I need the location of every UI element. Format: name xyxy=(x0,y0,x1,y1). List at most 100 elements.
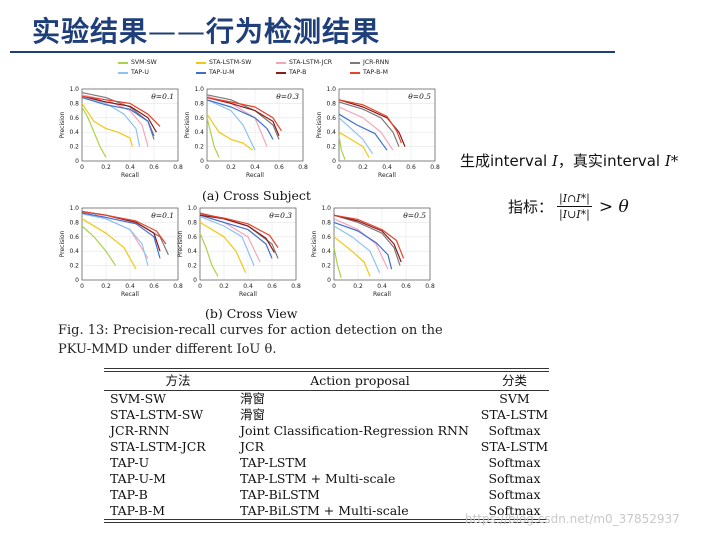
x-tick-label: 0 xyxy=(205,164,209,171)
y-tick-label: 0.8 xyxy=(194,100,204,107)
y-tick-label: 0.6 xyxy=(69,234,79,241)
table-row: TAP-U-M TAP-LSTM + Multi-scale Softmax xyxy=(104,471,549,487)
x-tick-label: 0.8 xyxy=(430,164,440,171)
series-line-tap-u xyxy=(333,225,381,274)
series-line-tap-u xyxy=(206,99,256,151)
legend-label: STA-LSTM-JCR xyxy=(289,59,333,66)
series-line-jcr-rnn xyxy=(338,101,400,147)
table-cell-classifier: Softmax xyxy=(488,455,541,470)
y-tick-label: 0.6 xyxy=(69,115,79,122)
series-line-sta-lstm-sw xyxy=(338,131,370,158)
series-line-tap-b-m xyxy=(81,211,167,245)
theta-annotation: θ=0.3 xyxy=(276,92,299,101)
y-tick-label: 0 xyxy=(193,277,197,284)
interval-symbol-true: I* xyxy=(664,152,679,170)
x-axis-label: Recall xyxy=(373,291,391,298)
x-tick-label: 0.4 xyxy=(377,283,387,290)
series-line-tap-b-m xyxy=(199,213,279,248)
series-line-tap-b-m xyxy=(81,95,161,127)
y-axis-label: Precision xyxy=(184,111,191,138)
table-row: TAP-U TAP-LSTM Softmax xyxy=(104,455,549,471)
pr-chart: 0 0.2 0.4 0.6 0.8 1.0 0 0.2 0.4 0.6 0.8 Recall Preci… xyxy=(177,205,301,298)
legend-label: TAP-U-M xyxy=(209,69,235,76)
table-cell-classifier: STA-LSTM xyxy=(480,407,549,422)
x-axis-label: Recall xyxy=(246,172,264,179)
table-header-method: 方法 xyxy=(165,373,191,388)
legend-swatch xyxy=(196,61,206,64)
x-tick-label: 0.2 xyxy=(358,164,368,171)
legend-item: JCR-RNN xyxy=(350,59,389,66)
y-tick-label: 1.0 xyxy=(321,205,331,212)
table-top-rule xyxy=(104,368,549,372)
table-cell-method: SVM-SW xyxy=(110,391,167,406)
y-tick-label: 0.8 xyxy=(321,219,331,226)
interval-note-prefix: 生成interval xyxy=(460,152,552,170)
table-bottom-rule xyxy=(104,519,549,523)
theta-annotation: θ=0.5 xyxy=(408,92,431,101)
table-header-classifier: 分类 xyxy=(501,373,527,388)
x-tick-label: 0 xyxy=(337,164,341,171)
figure-caption-line2: PKU-MMD under different IoU θ. xyxy=(58,342,277,357)
y-tick-label: 0.8 xyxy=(326,100,336,107)
watermark: https://blog.csdn.net/m0_37852937 xyxy=(465,512,680,526)
x-tick-label: 0.2 xyxy=(226,164,236,171)
table-cell-method: TAP-B xyxy=(110,487,148,502)
pr-chart: 0 0.2 0.4 0.6 0.8 1.0 0 0.2 0.4 0.6 0.8 Recall Preci… xyxy=(59,86,183,179)
legend-item: TAP-U xyxy=(118,69,149,76)
y-axis-label: Precision xyxy=(59,230,66,257)
legend-label: STA-LSTM-SW xyxy=(209,59,252,66)
series-line-tap-b-m xyxy=(206,97,282,132)
legend-swatch xyxy=(350,61,360,64)
y-tick-label: 0.2 xyxy=(69,144,79,151)
table-body: SVM-SW 滑窗 SVM STA-LSTM-SW 滑窗 STA-LSTM JCR-RNN J… xyxy=(104,391,549,519)
y-tick-label: 0.4 xyxy=(321,248,331,255)
y-tick-label: 1.0 xyxy=(69,86,79,93)
legend-label: TAP-B-M xyxy=(363,69,388,76)
x-axis-label: Recall xyxy=(378,172,396,179)
x-tick-label: 0.6 xyxy=(267,283,277,290)
x-tick-label: 0.6 xyxy=(149,283,159,290)
series-line-svm-sw xyxy=(81,225,117,266)
legend-swatch xyxy=(350,71,360,74)
iou-metric-note: 指标： |I∩I*| |I∪I*| > θ xyxy=(508,192,629,221)
table-cell-proposal: 滑窗 xyxy=(240,391,266,406)
series-line-jcr-rnn xyxy=(333,214,401,266)
y-axis-label: Precision xyxy=(311,230,318,257)
table-row: TAP-B-M TAP-BiLSTM + Multi-scale Softmax xyxy=(104,503,549,519)
table-cell-classifier: Softmax xyxy=(488,471,541,486)
x-tick-label: 0.6 xyxy=(149,164,159,171)
table-header-row: 方法 Action proposal 分类 xyxy=(104,372,549,390)
y-tick-label: 0.4 xyxy=(187,248,197,255)
x-tick-label: 0.6 xyxy=(274,164,284,171)
y-tick-label: 0 xyxy=(327,277,331,284)
legend-label: TAP-B xyxy=(289,69,307,76)
iou-fraction: |I∩I*| |I∪I*| xyxy=(557,192,592,221)
table-cell-proposal: TAP-LSTM + Multi-scale xyxy=(240,471,396,486)
table-row: TAP-B TAP-BiLSTM Softmax xyxy=(104,487,549,503)
plot-frame xyxy=(206,88,304,162)
series-line-sta-lstm-sw xyxy=(333,236,371,277)
y-tick-label: 1.0 xyxy=(194,86,204,93)
table-row: SVM-SW 滑窗 SVM xyxy=(104,391,549,407)
y-axis-label: Precision xyxy=(177,230,184,257)
y-tick-label: 0 xyxy=(200,158,204,165)
y-tick-label: 0.8 xyxy=(69,100,79,107)
table-cell-proposal: JCR xyxy=(240,439,264,454)
legend-item: STA-LSTM-SW xyxy=(196,59,251,66)
y-tick-label: 1.0 xyxy=(187,205,197,212)
table-cell-proposal: TAP-BiLSTM xyxy=(240,487,320,502)
iou-denominator: |I∪I*| xyxy=(559,208,590,221)
interval-symbol-generated: I xyxy=(551,152,558,170)
series-line-tap-u xyxy=(338,117,374,155)
y-tick-label: 0.4 xyxy=(194,129,204,136)
series-line-sta-lstm-sw xyxy=(206,113,253,151)
table-cell-proposal: TAP-LSTM xyxy=(240,455,307,470)
legend-swatch xyxy=(196,71,206,74)
panel-b-caption: (b) Cross View xyxy=(205,306,298,321)
series-line-sta-lstm-jcr xyxy=(81,213,149,259)
legend-item: TAP-U-M xyxy=(196,69,234,76)
series-line-svm-sw xyxy=(338,135,346,160)
plot-frame xyxy=(81,88,179,162)
y-axis-label: Precision xyxy=(316,111,323,138)
x-tick-label: 0.8 xyxy=(425,283,435,290)
